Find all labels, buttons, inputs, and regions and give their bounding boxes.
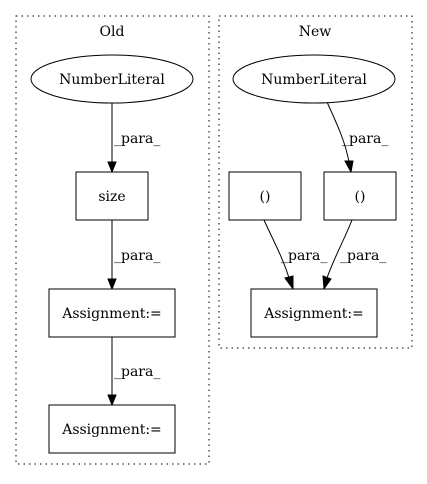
node-new-assignment-shape — [250, 288, 378, 338]
node-new-paren-left-shape — [228, 171, 302, 221]
node-old-number-literal: NumberLiteral — [30, 54, 194, 104]
old-cluster-frame — [15, 15, 210, 465]
edge-new-paren-right-to-assignment-line — [326, 219, 353, 279]
edge-new-paren-right-to-assignment-arrow — [322, 275, 332, 291]
node-old-assignment-2-shape — [48, 404, 176, 454]
edge-old-literal-to-size: _para_ — [107, 103, 160, 174]
edge-new-paren-left-to-assignment-label: _para_ — [281, 248, 327, 264]
edge-new-paren-right-to-assignment-label: _para_ — [340, 248, 386, 264]
edge-old-assignment-to-assignment: _para_ — [107, 337, 160, 407]
node-new-number-literal-shape — [232, 54, 396, 104]
node-old-number-literal-label: NumberLiteral — [59, 72, 165, 88]
node-new-assignment: Assignment:= — [250, 288, 378, 338]
new-cluster-title: New — [299, 24, 332, 40]
edge-new-literal-to-paren-right-label: _para_ — [342, 131, 388, 147]
node-old-number-literal-shape — [30, 54, 194, 104]
node-old-size-shape — [75, 171, 149, 221]
edge-old-size-to-assignment-label: _para_ — [114, 248, 160, 264]
node-new-paren-left: () — [228, 171, 302, 221]
old-cluster: Old — [15, 15, 210, 465]
new-cluster-frame — [218, 15, 413, 349]
node-new-paren-left-label: () — [260, 189, 271, 205]
node-old-assignment-1-shape — [48, 288, 176, 338]
node-new-paren-right: () — [323, 171, 397, 221]
node-new-paren-right-label: () — [355, 189, 366, 205]
edge-new-literal-to-paren-right-arrow — [344, 160, 354, 174]
edge-old-literal-to-size-arrow — [107, 161, 117, 174]
edge-old-assignment-to-assignment-arrow — [107, 394, 117, 407]
node-new-number-literal-label: NumberLiteral — [261, 72, 367, 88]
node-old-size-label: size — [98, 189, 125, 205]
node-new-paren-right-shape — [323, 171, 397, 221]
node-old-assignment-1: Assignment:= — [48, 288, 176, 338]
edge-new-literal-to-paren-right: _para_ — [326, 101, 388, 174]
edge-new-paren-left-to-assignment: _para_ — [263, 219, 327, 291]
edge-old-assignment-to-assignment-label: _para_ — [114, 364, 160, 380]
node-old-assignment-2-label: Assignment:= — [61, 422, 162, 438]
node-new-number-literal: NumberLiteral — [232, 54, 396, 104]
new-cluster: New — [218, 15, 413, 349]
node-old-assignment-1-label: Assignment:= — [61, 306, 162, 322]
node-new-assignment-label: Assignment:= — [263, 306, 364, 322]
edge-old-size-to-assignment-arrow — [107, 278, 117, 291]
edge-new-paren-left-to-assignment-arrow — [284, 275, 294, 291]
node-old-size: size — [75, 171, 149, 221]
old-cluster-title: Old — [100, 24, 125, 40]
node-old-assignment-2: Assignment:= — [48, 404, 176, 454]
edge-new-paren-right-to-assignment: _para_ — [322, 219, 386, 291]
edge-old-size-to-assignment: _para_ — [107, 220, 160, 291]
edge-new-paren-left-to-assignment-line — [263, 219, 290, 279]
edge-old-literal-to-size-label: _para_ — [114, 131, 160, 147]
edge-new-literal-to-paren-right-line — [326, 101, 350, 163]
